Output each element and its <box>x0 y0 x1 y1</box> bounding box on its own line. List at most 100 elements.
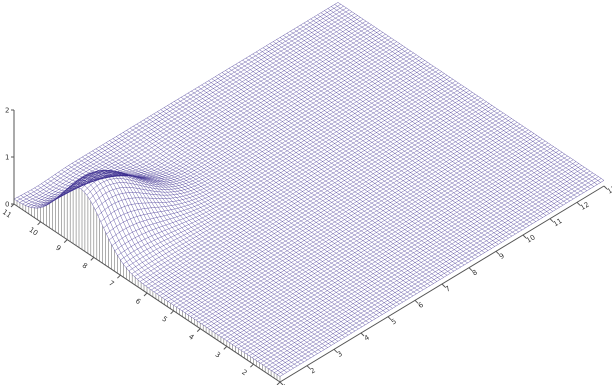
mesh-line-x <box>19 5 344 203</box>
mesh-line-x <box>156 97 481 294</box>
mesh-line-y <box>157 111 424 290</box>
mesh-line-y <box>126 130 393 309</box>
mesh-line-y <box>109 140 376 319</box>
mesh-line-y <box>61 169 328 348</box>
x-tick-mark <box>549 218 554 223</box>
mesh-line-y <box>37 170 305 363</box>
mesh-line-y <box>276 39 543 218</box>
x-tick-label: 2 <box>309 366 317 375</box>
x-tick-label: 12 <box>579 201 591 212</box>
mesh-line-y <box>116 136 383 315</box>
mesh-line-y <box>334 4 601 183</box>
mesh-line-y <box>160 109 427 288</box>
mesh-line-x <box>268 172 593 370</box>
mesh-line-x <box>159 99 484 296</box>
mesh-line-x <box>274 176 599 373</box>
mesh-line-y <box>324 10 591 189</box>
mesh-line-y <box>78 158 345 338</box>
x-tick-mark <box>387 316 392 321</box>
mesh-line-y <box>327 8 594 187</box>
x-tick-mark <box>576 201 581 206</box>
mesh-line-y <box>13 186 281 377</box>
mesh-line-y <box>262 47 530 226</box>
mesh-line-y <box>136 123 403 303</box>
mesh-line-y <box>187 92 455 272</box>
mesh-line-y <box>255 51 523 231</box>
tick-labels: 123456789101112131234567891011012 <box>1 107 612 385</box>
mesh-line-y <box>170 103 438 282</box>
mesh-line-y <box>88 152 356 332</box>
mesh-line-x <box>251 161 577 358</box>
x-tick-label: 3 <box>336 350 344 359</box>
mesh-line-y <box>249 55 516 235</box>
mesh-line-x <box>271 174 596 371</box>
y-tick-label: 5 <box>160 315 168 324</box>
mesh-line-y <box>313 16 581 195</box>
mesh-line-x <box>279 180 605 377</box>
mesh-line-y <box>300 24 567 204</box>
mesh-line-y <box>95 148 363 327</box>
mesh-line-y <box>143 119 410 299</box>
mesh-line-y <box>290 31 557 210</box>
mesh-line-y <box>75 161 342 340</box>
mesh-line-y <box>238 62 506 241</box>
mesh-line-y <box>85 154 352 334</box>
mesh-line-y <box>204 82 472 261</box>
mesh-line-y <box>221 72 489 251</box>
mesh-line-x <box>243 155 568 353</box>
x-tick-label: 6 <box>417 301 425 310</box>
y-tick-label: 4 <box>187 333 196 342</box>
mesh-line-y <box>208 80 475 259</box>
mesh-line-x <box>223 142 549 340</box>
mesh-line-x <box>100 60 425 222</box>
mesh-line-y <box>296 26 564 206</box>
mesh-line-y <box>194 88 461 268</box>
mesh-line-x <box>240 153 565 351</box>
mesh-line-y <box>184 95 451 274</box>
x-tick-label: 11 <box>552 217 564 228</box>
mesh-line-x <box>162 101 487 298</box>
mesh-line-y <box>41 170 308 361</box>
mesh-line-y <box>252 53 519 233</box>
x-tick-label: 9 <box>498 252 506 261</box>
mesh-line-x <box>263 168 588 366</box>
mesh-line-x <box>151 94 476 291</box>
mesh-line-x <box>142 88 467 284</box>
mesh-line-y <box>122 132 390 311</box>
mesh-line-y <box>198 86 465 266</box>
mesh-line-y <box>283 35 550 214</box>
mesh-line-y <box>153 113 420 292</box>
mesh-line-x <box>265 170 591 368</box>
mesh-line-y <box>44 169 311 358</box>
mesh-line-x <box>89 52 414 200</box>
mesh-line-x <box>13 2 339 200</box>
mesh-line-y <box>293 29 560 208</box>
x-tick-mark <box>603 185 608 190</box>
mesh-line-y <box>112 138 380 317</box>
mesh-line-y <box>337 2 605 181</box>
y-tick-label: 2 <box>240 368 248 377</box>
mesh-line-x <box>16 4 341 201</box>
mesh-line-y <box>273 41 540 220</box>
mesh-line-x <box>131 80 456 275</box>
mesh-line-x <box>117 71 442 256</box>
mesh-line-x <box>204 129 529 326</box>
mesh-line-x <box>81 47 406 190</box>
x-tick-label: 7 <box>444 285 452 294</box>
x-tick-label: 4 <box>363 333 371 342</box>
mesh-line-y <box>331 6 598 185</box>
mesh-line-y <box>82 156 349 336</box>
mesh-line-y <box>317 14 584 193</box>
mesh-line-y <box>269 43 536 222</box>
mesh-line-y <box>245 57 513 237</box>
mesh-line-x <box>125 77 451 268</box>
y-tick-mark <box>143 292 148 297</box>
mesh-line-x <box>148 92 473 289</box>
mesh-line-y <box>17 182 284 375</box>
mesh-line-x <box>179 112 504 310</box>
mesh-line-y <box>266 45 533 224</box>
x-tick-mark <box>522 234 527 239</box>
y-tick-mark <box>117 274 121 279</box>
x-tick-mark <box>333 348 338 353</box>
mesh-line-y <box>259 49 526 228</box>
